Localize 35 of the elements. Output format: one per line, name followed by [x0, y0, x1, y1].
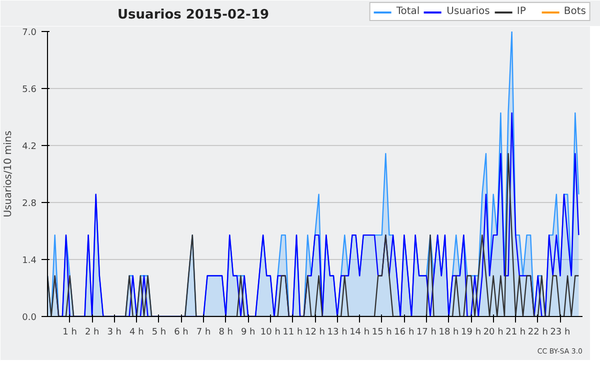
- x-tick-label: 13 h: [327, 328, 348, 338]
- x-tick-label: 12 h: [304, 328, 326, 338]
- x-tick-label: 20 h: [483, 328, 504, 338]
- legend-label: IP: [516, 6, 527, 17]
- x-tick-label: 8 h: [218, 328, 233, 338]
- x-tick-label: 3 h: [107, 328, 122, 338]
- chart-title: Usuarios 2015-02-19: [118, 8, 270, 22]
- y-tick-label: 7.0: [22, 28, 37, 38]
- x-tick-label: 2 h: [84, 328, 100, 338]
- x-tick-label: 16 h: [394, 328, 414, 338]
- legend-label: Usuarios: [446, 6, 490, 17]
- x-tick-label: 17 h: [416, 328, 436, 338]
- x-tick-label: 1 h: [62, 328, 77, 338]
- x-tick-label: 14 h: [350, 328, 370, 338]
- x-tick-label: 23 h: [550, 328, 570, 338]
- x-tick-label: 9 h: [240, 328, 256, 338]
- x-tick-label: 21 h: [506, 328, 526, 338]
- legend-label: Total: [396, 6, 420, 17]
- x-tick-label: 10 h: [260, 328, 280, 338]
- y-tick-label: 4.2: [22, 142, 37, 152]
- y-tick-label: 1.4: [22, 256, 37, 266]
- x-tick-label: 19 h: [461, 328, 482, 338]
- x-tick-label: 18 h: [438, 328, 459, 338]
- x-tick-label: 11 h: [282, 328, 303, 338]
- x-tick-label: 15 h: [372, 328, 392, 338]
- y-tick-label: 0.0: [22, 313, 37, 323]
- x-tick-label: 4 h: [130, 328, 144, 338]
- x-tick-label: 6 h: [174, 328, 188, 338]
- x-tick-label: 22 h: [528, 328, 548, 338]
- x-tick-label: 5 h: [152, 328, 166, 338]
- x-tick-label: 7 h: [196, 328, 211, 338]
- legend-label: Bots: [564, 6, 586, 17]
- y-axis-title: Usuarios/10 mins: [3, 130, 14, 218]
- y-tick-label: 5.6: [22, 85, 37, 95]
- y-tick-label: 2.8: [22, 199, 37, 209]
